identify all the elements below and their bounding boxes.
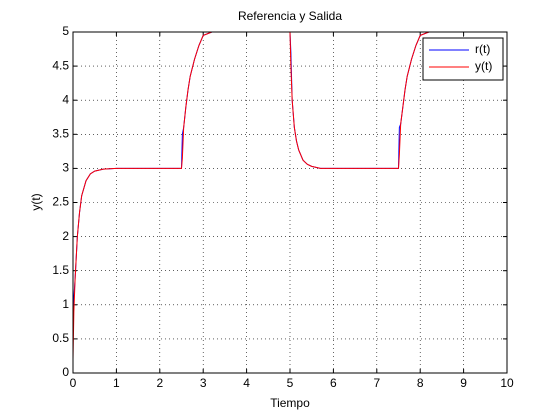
x-tick-label: 3	[200, 376, 207, 390]
y-tick-label: 1	[62, 297, 69, 311]
x-tick-label: 1	[113, 376, 120, 390]
x-tick-label: 8	[417, 376, 424, 390]
x-tick-label: 0	[70, 376, 77, 390]
y-tick-label: 0.5	[52, 331, 69, 345]
y-tick-label: 4	[62, 92, 69, 106]
y-axis-label: y(t)	[29, 193, 43, 210]
x-tick-label: 2	[156, 376, 163, 390]
y-tick-label: 2.5	[52, 195, 69, 209]
x-axis-label: Tiempo	[270, 396, 310, 410]
y-tick-label: 5	[62, 24, 69, 38]
y-tick-label: 0	[62, 365, 69, 379]
x-tick-label: 6	[330, 376, 337, 390]
y-tick-label: 3.5	[52, 126, 69, 140]
x-tick-label: 7	[373, 376, 380, 390]
legend-box	[422, 37, 504, 81]
y-tick-label: 3	[62, 161, 69, 175]
chart-title: Referencia y Salida	[238, 9, 342, 23]
y-tick-label: 2	[62, 229, 69, 243]
x-tick-label: 9	[460, 376, 467, 390]
y-tick-label: 1.5	[52, 263, 69, 277]
axes-frame	[72, 31, 508, 374]
legend-label: y(t)	[475, 59, 492, 73]
x-tick-label: 4	[243, 376, 250, 390]
x-tick-label: 5	[287, 376, 294, 390]
legend-label: r(t)	[475, 42, 490, 56]
y-tick-label: 4.5	[52, 58, 69, 72]
x-tick-label: 10	[500, 376, 514, 390]
